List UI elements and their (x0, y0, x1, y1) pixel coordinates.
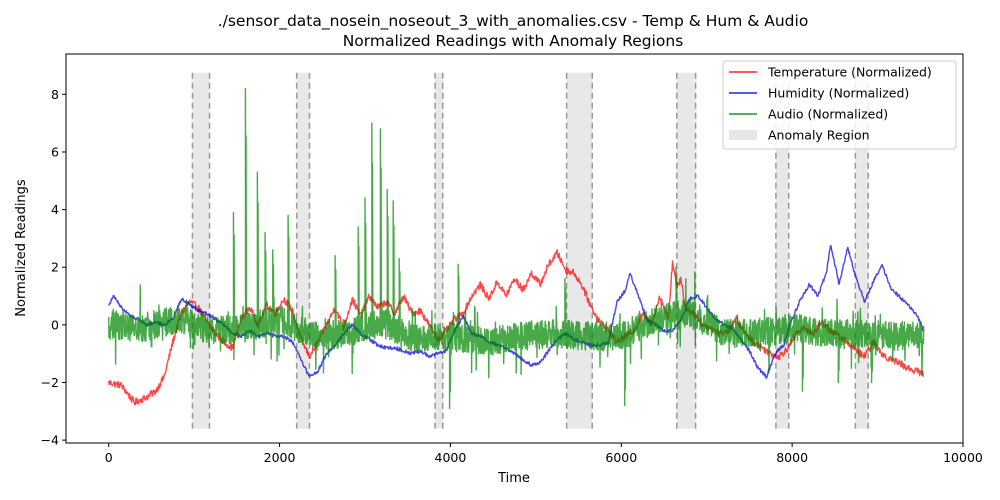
x-tick-label: 6000 (605, 450, 637, 465)
chart-title-line-2: Normalized Readings with Anomaly Regions (343, 32, 684, 50)
series-line-audio (108, 87, 925, 410)
y-tick-label: −4 (41, 433, 59, 448)
y-tick-label: −2 (41, 375, 59, 390)
anomaly-region-4 (566, 72, 593, 429)
legend-box (722, 60, 957, 150)
y-tick-label: 8 (51, 87, 59, 102)
x-tick-label: 0 (105, 450, 113, 465)
y-tick-label: 2 (51, 260, 59, 275)
plot-frame (65, 53, 964, 444)
x-axis: 0 2000 4000 6000 8000 10000 (105, 443, 983, 465)
x-axis-label: Time (497, 471, 530, 486)
y-tick-label: 0 (51, 317, 59, 332)
legend-label-1: Temperature (Normalized) (767, 65, 932, 80)
anomaly-region-2 (296, 72, 310, 429)
legend: Temperature (Normalized) Humidity (Normal… (722, 60, 957, 150)
anomaly-region-3 (435, 72, 443, 429)
legend-label-anomaly: Anomaly Region (768, 128, 870, 143)
x-tick-label: 8000 (776, 450, 808, 465)
x-tick-label: 2000 (264, 450, 296, 465)
y-tick-label: 6 (51, 144, 59, 159)
x-tick-label: 10000 (943, 450, 983, 465)
legend-swatch-anomaly (729, 130, 757, 140)
legend-label-3: Audio (Normalized) (768, 107, 888, 122)
anomaly-region-5 (676, 72, 696, 429)
y-axis-label: Normalized Readings (14, 179, 29, 317)
chart-title-line-1: ./sensor_data_nosein_noseout_3_with_anom… (218, 12, 809, 31)
data-series (108, 87, 925, 410)
legend-label-2: Humidity (Normalized) (768, 86, 909, 101)
x-tick-label: 4000 (435, 450, 467, 465)
y-axis: −4 −2 0 2 4 6 8 (41, 87, 66, 448)
anomaly-region-1 (192, 72, 210, 429)
y-tick-label: 4 (51, 202, 59, 217)
